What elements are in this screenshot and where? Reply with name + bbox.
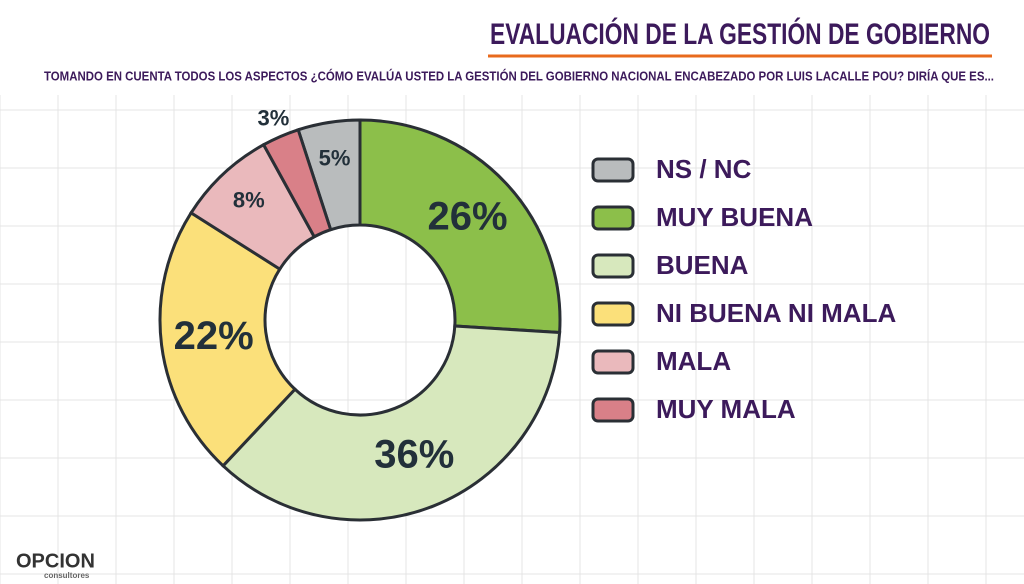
legend-label: MALA (656, 346, 731, 376)
donut-slice (358, 118, 562, 335)
legend-swatch (591, 205, 635, 231)
data-label: 22% (174, 314, 254, 358)
legend-swatch (591, 397, 635, 423)
data-label: 5% (319, 145, 351, 170)
chart-title: EVALUACIÓN DE LA GESTIÓN DE GOBIERNO (490, 17, 990, 51)
legend-swatch (591, 301, 635, 327)
data-label: 3% (258, 106, 290, 131)
donut-slice (220, 324, 562, 522)
data-label: 26% (427, 195, 507, 239)
logo: OPCION (16, 550, 95, 572)
legend-label: MUY MALA (656, 394, 796, 424)
legend-label: NS / NC (656, 154, 752, 184)
legend-label: MUY BUENA (656, 202, 813, 232)
chart-subtitle: TOMANDO EN CUENTA TODOS LOS ASPECTOS ¿CÓ… (44, 68, 994, 83)
legend-label: NI BUENA NI MALA (656, 298, 896, 328)
data-label: 8% (233, 187, 265, 212)
legend-swatch (591, 157, 635, 183)
donut-slice (261, 127, 333, 239)
legend-label: BUENA (656, 250, 749, 280)
donut: 5% 26% 36% 22% 8% 3% (158, 106, 562, 522)
donut-slice (158, 210, 298, 468)
legend-swatch (591, 253, 635, 279)
data-label: 36% (374, 433, 454, 477)
logo-subtitle: consultores (44, 571, 90, 580)
legend: NS / NC MUY BUENA BUENA NI BUENA NI MALA MAL… (591, 154, 896, 424)
legend-swatch (591, 349, 635, 375)
